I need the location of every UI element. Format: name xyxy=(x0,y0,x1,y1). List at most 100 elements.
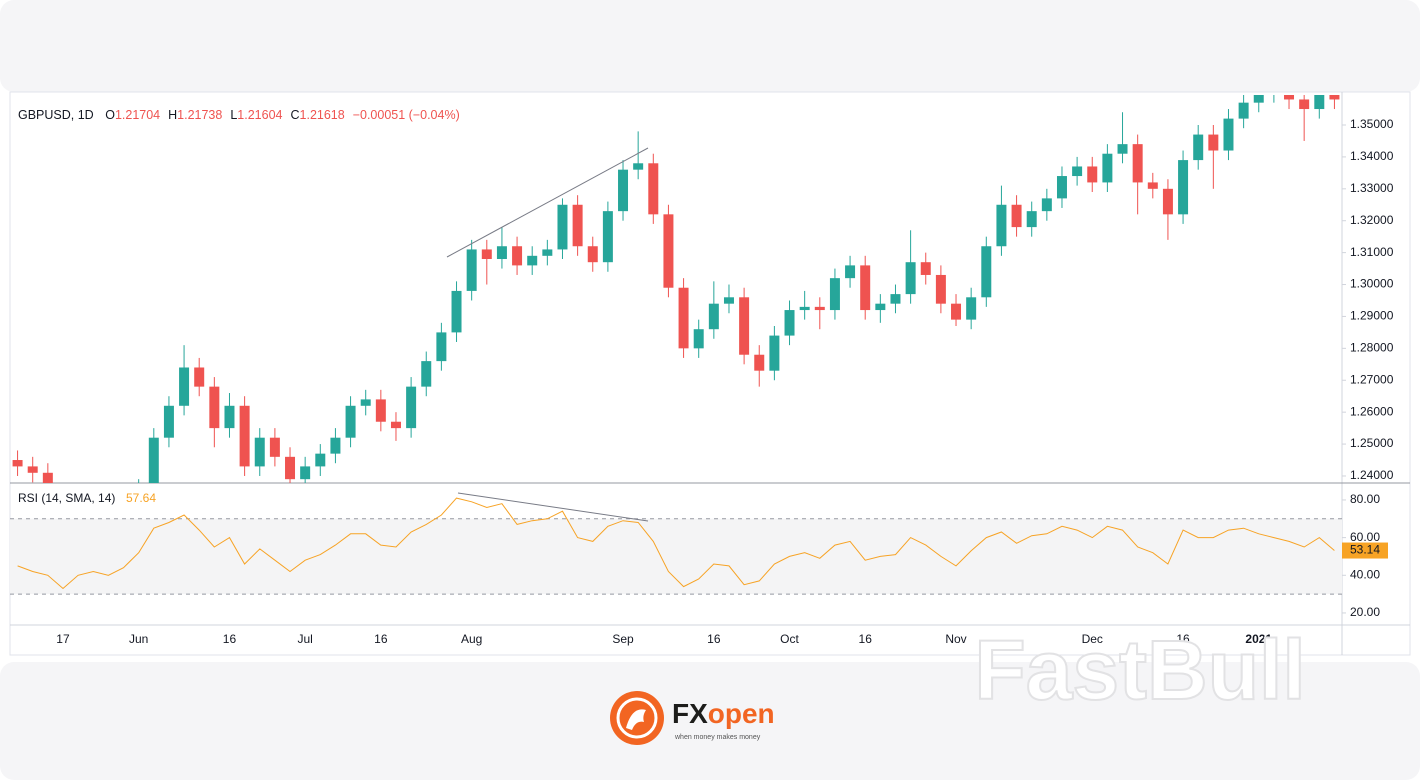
ohlc-key: O xyxy=(105,108,115,122)
logo-text: FXopen xyxy=(672,698,775,729)
candle-body xyxy=(1026,211,1037,228)
candle-body xyxy=(1087,166,1098,183)
logo: FXopen when money makes money xyxy=(610,691,775,745)
candle-body xyxy=(481,249,492,260)
legend: GBPUSD, 1D O1.21704 H1.21738 L1.21604 C1.21… xyxy=(18,108,468,122)
x-tick-label: Oct xyxy=(780,632,799,646)
candle-body xyxy=(723,297,734,304)
top-band xyxy=(0,0,1420,92)
candle-body xyxy=(1299,99,1310,110)
candle-body xyxy=(935,274,946,304)
candle-body xyxy=(769,335,780,371)
candle-body xyxy=(542,249,553,256)
x-tick-label: Jul xyxy=(297,632,312,646)
rsi-pane xyxy=(10,497,1342,595)
candle-body xyxy=(1329,95,1340,100)
y-tick-label: 1.25000 xyxy=(1350,436,1394,450)
x-tick-label: 16 xyxy=(374,632,388,646)
logo-icon-ring xyxy=(616,697,658,739)
watermark: FastBull xyxy=(974,623,1305,717)
candle-body xyxy=(12,460,23,467)
candle-body xyxy=(163,405,174,438)
ohlc-key: H xyxy=(168,108,178,122)
y-tick-label: 1.28000 xyxy=(1350,341,1394,355)
candle-body xyxy=(587,246,598,263)
ohlc-value: 1.21604 xyxy=(237,108,283,122)
candle-body xyxy=(1178,160,1189,215)
candle-body xyxy=(708,303,719,330)
ohlc-value: 1.21738 xyxy=(177,108,223,122)
symbol: GBPUSD, 1D xyxy=(18,108,94,122)
candle-body xyxy=(254,437,265,467)
candle-body xyxy=(315,453,326,467)
y-tick-label: 1.24000 xyxy=(1350,468,1394,482)
candle-body xyxy=(860,265,871,311)
candle-body xyxy=(42,472,53,483)
candle-body xyxy=(754,354,765,371)
candle-body xyxy=(905,262,916,295)
candle-body xyxy=(1223,118,1234,151)
x-tick-label: Dec xyxy=(1082,632,1103,646)
rsi-tick-label: 60.00 xyxy=(1350,530,1380,544)
x-tick-label: 16 xyxy=(707,632,721,646)
ohlc-value: 1.21618 xyxy=(299,108,345,122)
trend-line xyxy=(446,147,649,258)
y-tick-label: 1.31000 xyxy=(1350,245,1394,259)
candle-body xyxy=(890,294,901,304)
candle-body xyxy=(951,303,962,320)
logo-text-open: open xyxy=(708,698,775,729)
candle-body xyxy=(1238,102,1249,119)
candle-body xyxy=(512,246,523,266)
candle-body xyxy=(663,214,674,288)
candle-body xyxy=(784,310,795,336)
rsi-tick-label: 20.00 xyxy=(1350,605,1380,619)
candle-body xyxy=(1117,144,1128,154)
candle-body xyxy=(618,169,629,212)
candle-body xyxy=(239,405,250,467)
candle-body xyxy=(996,204,1007,247)
x-tick-label: 16 xyxy=(859,632,873,646)
rsi-value: 57.64 xyxy=(126,491,156,505)
candle-body xyxy=(1102,153,1113,183)
trend-line xyxy=(457,492,649,522)
y-tick-label: 1.35000 xyxy=(1350,117,1394,131)
rsi-title: RSI (14, SMA, 14) xyxy=(18,491,115,505)
candle-body xyxy=(920,262,931,275)
candle-body xyxy=(466,249,477,291)
candle-body xyxy=(814,306,825,311)
y-tick-label: 1.27000 xyxy=(1350,372,1394,386)
rsi-last-label: 53.14 xyxy=(1350,543,1380,557)
candle-body xyxy=(390,421,401,429)
rsi-tick-label: 40.00 xyxy=(1350,567,1380,581)
candle-body xyxy=(602,211,613,263)
candle-body xyxy=(300,466,311,480)
logo-text-fx: FX xyxy=(672,698,708,729)
candle-body xyxy=(209,386,220,429)
y-tick-label: 1.26000 xyxy=(1350,404,1394,418)
candle-body xyxy=(496,246,507,260)
candle-body xyxy=(1193,134,1204,161)
candle-body xyxy=(406,386,417,429)
candle-body xyxy=(345,405,356,438)
price-pane xyxy=(12,95,1340,483)
candle-body xyxy=(829,278,840,311)
candle-body xyxy=(1011,204,1022,228)
candle-body xyxy=(633,163,644,170)
candle-body xyxy=(1132,144,1143,183)
candle-body xyxy=(527,255,538,266)
y-tick-label: 1.32000 xyxy=(1350,213,1394,227)
candle-body xyxy=(1162,188,1173,215)
candle-body xyxy=(224,405,235,429)
candle-body xyxy=(1072,166,1083,177)
x-tick-label: 17 xyxy=(56,632,70,646)
tagline: when money makes money xyxy=(674,734,761,741)
candle-body xyxy=(451,290,462,333)
x-tick-label: 2021 xyxy=(1245,632,1272,646)
y-tick-label: 1.34000 xyxy=(1350,149,1394,163)
rsi-tick-label: 80.00 xyxy=(1350,492,1380,506)
rsi-band-fill xyxy=(10,518,1342,595)
candle-body xyxy=(845,265,856,279)
candle-body xyxy=(799,306,810,311)
